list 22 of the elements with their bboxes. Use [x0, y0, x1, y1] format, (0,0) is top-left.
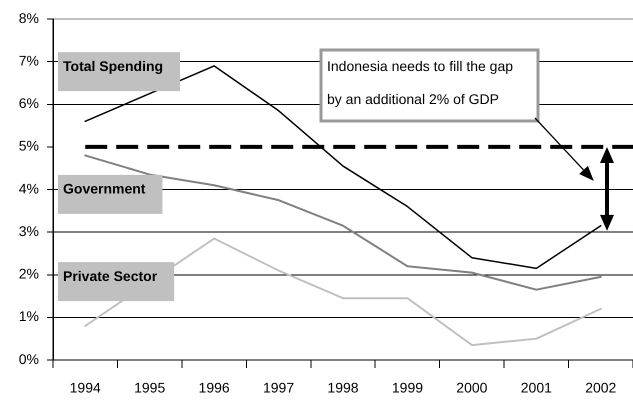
series-label: Total Spending [63, 58, 164, 74]
x-tick-label: 2002 [585, 379, 617, 396]
y-tick-label: 8% [18, 10, 39, 26]
y-tick-label: 7% [18, 52, 39, 68]
text: Indonesia needs to fill the gap by an additional 2% of GDP [327, 58, 514, 107]
y-tick-label: 4% [18, 180, 39, 196]
series-label: Private Sector [63, 268, 158, 284]
x-tick-label: 1996 [198, 379, 230, 396]
y-tick-label: 1% [18, 308, 39, 324]
x-tick-label: 2001 [520, 379, 552, 396]
x-tick-label: 1999 [392, 379, 424, 396]
y-tick-label: 3% [18, 222, 39, 239]
x-tick-label: 2000 [456, 379, 488, 396]
x-tick-label: 1995 [134, 379, 166, 396]
y-tick-label: 6% [18, 95, 39, 112]
y-tick-label: 2% [18, 266, 39, 282]
series-label: Government [63, 180, 146, 197]
y-tick-label: 5% [18, 138, 39, 154]
x-tick-label: 1997 [262, 379, 294, 396]
x-tick-label: 1998 [327, 379, 359, 396]
y-tick-label: 0% [18, 350, 39, 367]
x-tick-label: 1994 [70, 379, 101, 396]
